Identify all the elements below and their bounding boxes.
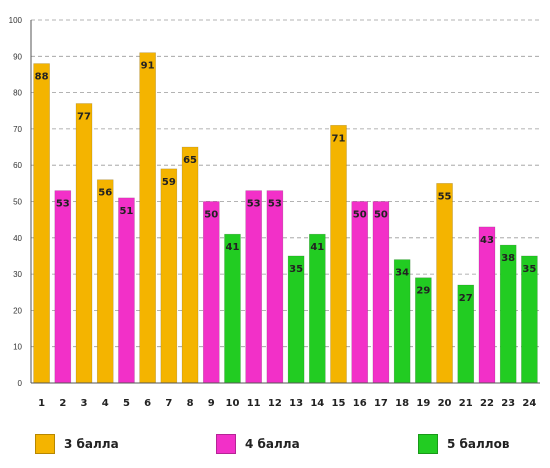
bar-4 [96, 179, 114, 384]
bar-16 [351, 201, 369, 384]
bar-labels: 88 53 77 56 51 91 59 65 50 41 53 53 35 41 71 50 50 34 29 55… [35, 61, 537, 304]
bar-10 [224, 233, 241, 384]
x-tick-label-24: 24 [522, 398, 536, 409]
bar-label-12: 53 [268, 199, 282, 210]
bar-20 [436, 183, 453, 384]
bar-8 [181, 146, 199, 384]
bar-label-7: 59 [162, 177, 176, 188]
bar-label-4: 56 [98, 188, 112, 199]
y-tick-label: 100 [9, 16, 23, 25]
bar-2 [54, 190, 72, 384]
bar-label-15: 71 [332, 133, 346, 144]
y-tick-label: 0 [18, 379, 23, 388]
x-tick-label-17: 17 [374, 398, 388, 409]
legend-item-5-ballov: 5 баллов [418, 432, 509, 456]
bar-label-14: 41 [310, 242, 324, 253]
y-axis-ticks: 0 10 20 30 40 50 60 70 80 90 100 [9, 16, 23, 388]
bar-6 [139, 52, 156, 384]
x-tick-label-13: 13 [289, 398, 303, 409]
bar-label-10: 41 [226, 242, 240, 253]
bar-13 [287, 255, 305, 384]
x-tick-label-8: 8 [187, 398, 194, 409]
bar-7 [160, 168, 178, 384]
y-tick-label: 40 [13, 234, 22, 243]
bar-label-5: 51 [119, 206, 133, 217]
bar-23 [499, 244, 517, 384]
y-tick-label: 70 [13, 125, 22, 134]
x-tick-label-16: 16 [353, 398, 367, 409]
bar-15 [330, 124, 347, 384]
bar-label-2: 53 [56, 199, 70, 210]
bar-label-20: 55 [438, 191, 452, 202]
bar-label-19: 29 [416, 286, 430, 297]
legend-label-3-balla: 3 балла [64, 437, 119, 451]
bar-22 [478, 226, 496, 384]
bar-1 [33, 63, 50, 384]
x-tick-label-20: 20 [438, 398, 452, 409]
bar-label-22: 43 [480, 235, 494, 246]
x-tick-label-7: 7 [165, 398, 172, 409]
y-tick-label: 50 [13, 198, 22, 207]
bar-label-8: 65 [183, 155, 197, 166]
bar-label-21: 27 [459, 293, 473, 304]
x-tick-label-14: 14 [310, 398, 324, 409]
x-tick-label-19: 19 [416, 398, 430, 409]
x-tick-label-9: 9 [208, 398, 215, 409]
x-tick-label-22: 22 [480, 398, 494, 409]
bar-label-13: 35 [289, 264, 303, 275]
x-tick-label-18: 18 [395, 398, 409, 409]
legend-swatch-3-balla [35, 434, 55, 454]
x-tick-label-2: 2 [59, 398, 66, 409]
bar-label-9: 50 [204, 210, 218, 221]
y-tick-label: 90 [13, 52, 22, 61]
bar-5 [118, 197, 135, 384]
x-tick-label-5: 5 [123, 398, 130, 409]
x-tick-label-10: 10 [226, 398, 240, 409]
y-tick-label: 20 [13, 306, 22, 315]
bar-label-1: 88 [35, 72, 49, 83]
legend-label-5-ballov: 5 баллов [447, 437, 510, 451]
y-tick-label: 30 [13, 270, 22, 279]
x-tick-label-23: 23 [501, 398, 515, 409]
x-tick-label-4: 4 [102, 398, 109, 409]
bar-17 [372, 201, 390, 384]
bar-label-3: 77 [77, 111, 91, 122]
legend-item-4-balla: 4 балла [216, 432, 300, 456]
bar-label-17: 50 [374, 210, 388, 221]
grid-lines [31, 19, 540, 348]
y-tick-label: 60 [13, 161, 22, 170]
x-axis-ticks: 1 2 3 4 5 6 7 8 9 10 11 12 13 14 15 16 17 18 19 20 21 22 23 24 [38, 398, 536, 409]
x-tick-label-12: 12 [268, 398, 282, 409]
x-tick-label-21: 21 [459, 398, 473, 409]
bar-14 [309, 233, 326, 384]
bar-3 [75, 103, 93, 384]
y-tick-label: 10 [13, 343, 22, 352]
x-tick-label-3: 3 [81, 398, 88, 409]
bar-label-6: 91 [141, 61, 155, 72]
bar-label-23: 38 [501, 253, 515, 264]
x-tick-label-1: 1 [38, 398, 45, 409]
bars [33, 52, 538, 384]
bar-11 [245, 190, 262, 384]
legend-swatch-5-ballov [418, 434, 438, 454]
bar-9 [202, 201, 220, 384]
bar-24 [521, 255, 538, 384]
bar-label-11: 53 [247, 199, 261, 210]
bar-label-18: 34 [395, 268, 409, 279]
x-tick-label-11: 11 [247, 398, 261, 409]
bar-label-24: 35 [522, 264, 536, 275]
bar-12 [266, 190, 284, 384]
bar-label-16: 50 [353, 210, 367, 221]
legend-swatch-4-balla [216, 434, 236, 454]
x-tick-label-6: 6 [144, 398, 151, 409]
legend-label-4-balla: 4 балла [245, 437, 300, 451]
x-tick-label-15: 15 [332, 398, 346, 409]
y-tick-label: 80 [13, 89, 22, 98]
legend-item-3-balla: 3 балла [35, 432, 119, 456]
